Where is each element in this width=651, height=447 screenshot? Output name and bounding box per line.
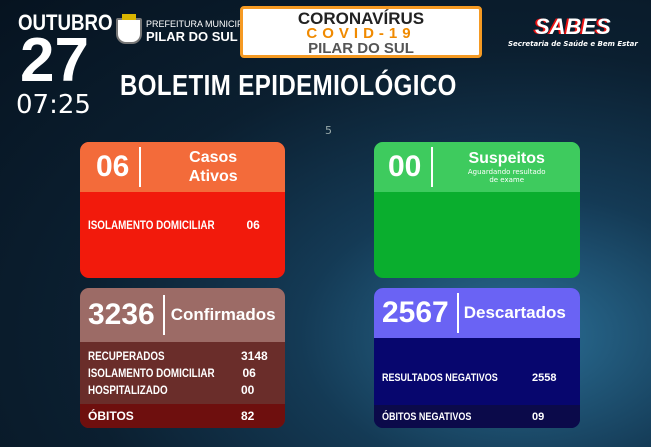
row-label: ISOLAMENTO DOMICILIAR <box>88 218 215 232</box>
confirmados-value: 3236 <box>88 295 165 335</box>
card-casos-ativos: 06 Casos Ativos ISOLAMENTO DOMICILIAR 06 <box>80 142 285 278</box>
confirmados-label: Confirmados <box>170 305 276 324</box>
sabes-subtitle: Secretaria de Saúde e Bem Estar <box>508 40 638 48</box>
row-value: 09 <box>532 410 545 423</box>
row-label: ISOLAMENTO DOMICILIAR <box>88 366 215 380</box>
date-day: 27 <box>20 26 89 95</box>
page-title: BOLETIM EPIDEMIOLÓGICO <box>120 70 457 102</box>
suspeitos-sub1: Aguardando resultado <box>467 168 546 177</box>
ativos-row: ISOLAMENTO DOMICILIAR 06 <box>80 218 285 232</box>
prefeitura-line2: PILAR DO SUL <box>146 28 238 44</box>
prefeitura-logo: PREFEITURA MUNICIPAL PILAR DO SUL <box>116 14 254 44</box>
row-label: ÓBITOS <box>88 409 134 423</box>
row-value: 3148 <box>241 349 268 363</box>
descartados-label: Descartados <box>463 303 566 322</box>
ativos-label2: Ativos <box>188 168 238 185</box>
page-marker: 5 <box>325 124 332 137</box>
card-descartados: 2567 Descartados RESULTADOS NEGATIVOS 255… <box>374 288 580 428</box>
row-value: 06 <box>242 366 256 380</box>
confirmados-row: ISOLAMENTO DOMICILIAR 06 <box>80 365 285 382</box>
ativos-label1: Casos <box>189 149 238 166</box>
obitos-row: ÓBITOS 82 <box>80 404 285 428</box>
row-value: 82 <box>241 409 255 423</box>
confirmados-row: HOSPITALIZADO 00 <box>80 382 285 399</box>
suspeitos-value: 00 <box>388 147 434 187</box>
prefeitura-line1: PREFEITURA MUNICIPAL <box>146 18 254 29</box>
ativos-value: 06 <box>96 147 142 187</box>
row-label: RECUPERADOS <box>88 349 165 363</box>
row-value: 00 <box>241 383 255 397</box>
coat-of-arms-icon <box>116 14 142 44</box>
date-time: 07:25 <box>16 90 91 120</box>
obitos-negativos-row: ÓBITOS NEGATIVOS 09 <box>374 405 580 428</box>
date-month: OUTUBRO <box>18 10 113 35</box>
banner-line2: COVID-19 <box>306 25 416 42</box>
card-suspeitos: 00 Suspeitos Aguardando resultado de exame <box>374 142 580 278</box>
descartados-row: RESULTADOS NEGATIVOS 2558 <box>374 372 580 384</box>
suspeitos-label: Suspeitos <box>468 149 545 167</box>
row-value: 06 <box>246 218 260 232</box>
sabes-name: SABES <box>535 14 611 39</box>
suspeitos-sub2: de exame <box>489 176 525 185</box>
confirmados-row: RECUPERADOS 3148 <box>80 348 285 365</box>
row-label: ÓBITOS NEGATIVOS <box>382 410 472 423</box>
covid-banner: CORONAVÍRUS COVID-19 PILAR DO SUL <box>240 6 482 58</box>
sabes-logo: SABES Secretaria de Saúde e Bem Estar <box>508 14 638 48</box>
card-confirmados: 3236 Confirmados RECUPERADOS 3148 ISOLAME… <box>80 288 285 428</box>
descartados-value: 2567 <box>382 293 459 333</box>
banner-line3: PILAR DO SUL <box>308 40 414 57</box>
row-value: 2558 <box>532 372 557 384</box>
row-label: RESULTADOS NEGATIVOS <box>382 372 498 384</box>
row-label: HOSPITALIZADO <box>88 383 168 397</box>
banner-line1: CORONAVÍRUS <box>297 9 425 28</box>
